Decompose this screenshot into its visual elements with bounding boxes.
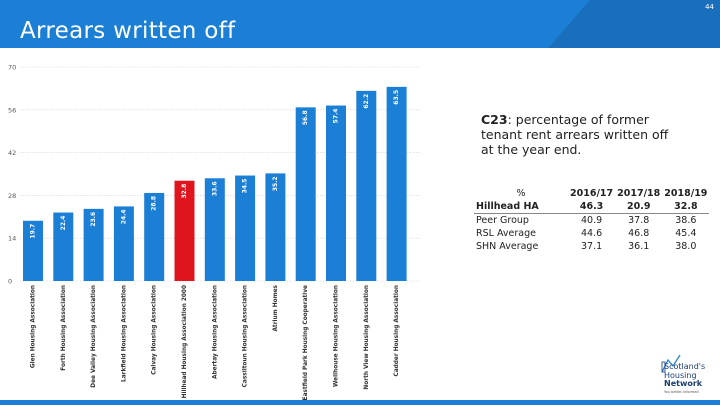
table-cell: 37.8 (628, 215, 650, 226)
table-cell: 37.1 (580, 241, 603, 252)
table-cell: 32.8 (662, 200, 710, 214)
data-label: 24.4 (120, 209, 127, 224)
bar-chart: 0 14 28 42 56 70 19.7 22.4 23.6 24.4 28.8 32.8 33.6… (8, 64, 420, 400)
table-header-year: 2018/19 (664, 188, 708, 199)
table-header-year: 2017/18 (617, 188, 661, 199)
table-cell: 38.6 (675, 215, 697, 226)
category-label: Eastfield Park Housing Cooperative (303, 285, 309, 400)
data-label: 19.7 (30, 224, 37, 239)
kpi-description-text: : percentage of former tenant rent arrea… (481, 112, 669, 157)
bar (235, 175, 256, 281)
table-cell: 45.4 (675, 228, 697, 239)
category-label: Cadder Housing Association (394, 285, 400, 377)
logo-line: Scotland's (664, 362, 706, 371)
y-tick-label: 56 (8, 106, 16, 114)
bar (295, 107, 316, 282)
category-label: Forth Housing Association (61, 285, 67, 371)
logo-text: Scotland's Housing Network (664, 362, 706, 389)
kpi-table: % 2016/17 2017/18 2018/19 Hillhead HA 46… (474, 187, 710, 253)
bar (386, 86, 407, 281)
y-tick-label: 70 (8, 64, 16, 72)
row-label: Peer Group (476, 215, 529, 226)
data-label: 63.5 (393, 90, 400, 105)
row-label: SHN Average (476, 241, 539, 252)
table-cell: 46.8 (628, 228, 650, 239)
page-number: 44 (705, 3, 714, 11)
bar (174, 180, 195, 281)
bar (204, 178, 225, 281)
table-row: Peer Group 40.9 37.8 38.6 (474, 214, 709, 228)
table-cell: 20.9 (615, 200, 663, 214)
data-label: 22.4 (60, 216, 67, 231)
table-row: RSL Average 44.6 46.8 45.4 (474, 227, 709, 240)
logo-tagline: You better-informed (664, 390, 699, 394)
table-header-row: % 2016/17 2017/18 2018/19 (474, 187, 709, 200)
data-label: 33.6 (211, 181, 218, 196)
row-label: Hillhead HA (474, 200, 568, 214)
category-label: Abertay Housing Association (212, 285, 218, 379)
category-label: Larkfield Housing Association (121, 285, 127, 382)
bar (53, 212, 74, 281)
bar (144, 192, 165, 281)
y-tick-label: 14 (8, 235, 16, 243)
category-label: North View Housing Association (364, 285, 370, 390)
category-label: Calvay Housing Association (152, 285, 158, 375)
bar (23, 220, 43, 281)
category-label: Cassiltoun Housing Association (243, 285, 249, 387)
banner-diagonal (548, 0, 720, 48)
category-label: Wellhouse Housing Association (334, 285, 340, 387)
kpi-code: C23 (481, 112, 508, 127)
kpi-description: C23: percentage of former tenant rent ar… (481, 112, 681, 157)
y-tick-label: 0 (8, 278, 12, 286)
row-label: RSL Average (476, 228, 536, 239)
table-cell: 36.1 (628, 241, 650, 252)
data-label: 57.4 (333, 109, 340, 124)
slide-title: Arrears written off (20, 18, 236, 44)
data-label: 56.8 (302, 110, 309, 125)
category-label: Dee Valley Housing Association (91, 285, 97, 388)
bar (83, 208, 104, 281)
value-labels: 19.7 22.4 23.6 24.4 28.8 32.8 33.6 34.5 35.2 56.8… (30, 90, 401, 239)
data-label: 62.2 (363, 94, 370, 109)
footer-bar (0, 400, 720, 405)
bar (265, 173, 286, 281)
bar (113, 206, 134, 281)
table-cell: 46.3 (568, 200, 616, 214)
table-cell: 44.6 (580, 228, 603, 239)
y-tick-label: 42 (8, 149, 16, 157)
table-cell: 40.9 (580, 215, 603, 226)
category-label: Atrium Homes (273, 284, 279, 331)
logo-line: Housing (664, 370, 697, 380)
title-banner: Arrears written off 44 (0, 0, 720, 48)
category-label: Hillhead Housing Association 2000 (182, 285, 188, 398)
bar (326, 105, 346, 281)
data-label: 23.6 (90, 212, 97, 227)
data-label: 34.5 (242, 179, 249, 194)
data-label: 32.8 (181, 184, 188, 199)
data-label: 35.2 (272, 176, 279, 191)
chart-bars (23, 86, 407, 282)
y-axis-ticks: 0 14 28 42 56 70 (8, 64, 16, 286)
table-header-unit: % (516, 188, 526, 199)
bar (356, 90, 377, 281)
category-labels: Glen Housing Association Forth Housing As… (31, 284, 401, 400)
category-label: Glen Housing Association (31, 285, 37, 368)
y-tick-label: 28 (8, 192, 16, 200)
logo-line: Network (664, 379, 703, 388)
table-header-year: 2016/17 (570, 188, 614, 199)
table-row: SHN Average 37.1 36.1 38.0 (474, 240, 709, 253)
table-cell: 38.0 (675, 241, 697, 252)
shn-logo-icon (661, 354, 681, 373)
data-label: 28.8 (151, 196, 158, 211)
table-row: Hillhead HA 46.3 20.9 32.8 (474, 200, 710, 214)
